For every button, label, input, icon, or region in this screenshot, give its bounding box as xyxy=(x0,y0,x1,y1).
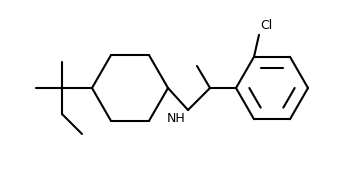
Text: Cl: Cl xyxy=(260,19,272,32)
Text: NH: NH xyxy=(167,112,186,125)
